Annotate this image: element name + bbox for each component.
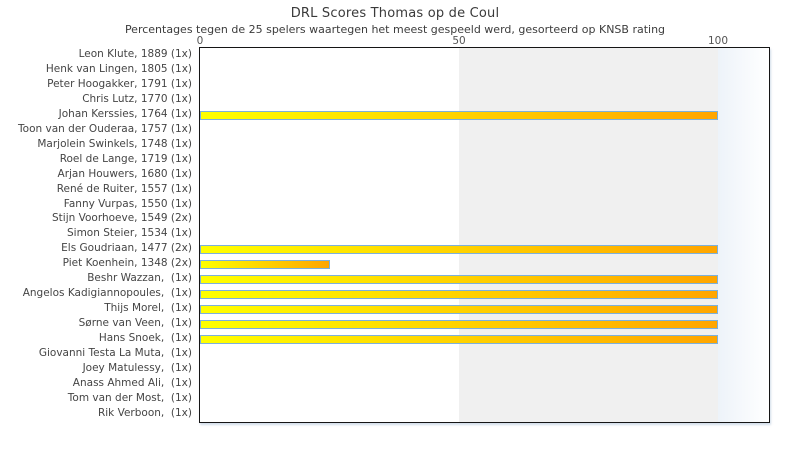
category-row [200,377,769,392]
category-row [200,347,769,362]
category-label: Peter Hoogakker, 1791 (1x) [47,77,192,90]
category-label: Fanny Vurpas, 1550 (1x) [63,197,192,210]
category-row [200,212,769,227]
category-row [200,407,769,422]
category-label: Marjolein Swinkels, 1748 (1x) [37,137,192,150]
x-axis: 0 50 100 [196,35,769,47]
x-axis-tick-label: 100 [707,35,729,47]
category-row [200,257,769,272]
category-label: Joey Matulessy, (1x) [82,362,192,375]
category-row [200,168,769,183]
category-row [200,78,769,93]
category-label: Leon Klute, 1889 (1x) [78,48,192,60]
bar[interactable] [200,335,719,345]
category-label: René de Ruiter, 1557 (1x) [56,182,192,195]
category-row [200,123,769,138]
category-label: Johan Kerssies, 1764 (1x) [58,107,192,120]
right-fade-region [718,48,769,422]
category-label: Simon Steier, 1534 (1x) [67,227,192,240]
category-label: Stijn Voorhoeve, 1549 (2x) [52,212,192,225]
category-label: Beshr Wazzan, (1x) [87,272,192,285]
category-row [200,317,769,332]
category-label: Tom van der Most, (1x) [67,391,192,404]
x-axis-tick-label: 0 [196,35,204,47]
category-row [200,272,769,287]
category-label: Hans Snoek, (1x) [98,332,192,345]
category-row [200,362,769,377]
category-label: Henk van Lingen, 1805 (1x) [45,62,192,75]
chart-subtitle: Percentages tegen de 25 spelers waartege… [124,23,666,36]
bar[interactable] [200,245,719,255]
category-row [200,242,769,257]
category-label: Chris Lutz, 1770 (1x) [82,92,192,105]
category-row [200,93,769,108]
category-label: Sørne van Veen, (1x) [78,317,192,330]
chart-title: DRL Scores Thomas op de Coul [290,6,500,21]
category-row [200,108,769,123]
category-row [200,183,769,198]
category-row [200,63,769,78]
category-row [200,138,769,153]
category-label: Roel de Lange, 1719 (1x) [59,152,192,165]
category-row [200,392,769,407]
alternate-grid-band [459,48,718,422]
category-row [200,332,769,347]
category-label: Anass Ahmed Ali, (1x) [72,376,192,389]
bars-layer [200,48,769,422]
category-row [200,227,769,242]
x-axis-tick-label: 50 [452,35,466,47]
category-label: Toon van der Ouderaa, 1757 (1x) [18,122,192,135]
category-label: Arjan Houwers, 1680 (1x) [57,167,192,180]
bar[interactable] [200,290,719,300]
bar[interactable] [200,305,719,315]
category-row [200,48,769,63]
plot-area [199,47,770,423]
y-axis-category-labels: Leon Klute, 1889 (1x) Henk van Lingen, 18… [0,47,192,423]
category-row [200,198,769,213]
category-label: Rik Verboon, (1x) [97,406,192,419]
category-label: Els Goudriaan, 1477 (2x) [61,242,192,255]
category-label: Angelos Kadigiannopoules, (1x) [22,287,192,300]
category-row [200,287,769,302]
bar[interactable] [200,320,719,330]
bar[interactable] [200,110,719,120]
bar[interactable] [200,260,330,270]
bar[interactable] [200,275,719,285]
category-row [200,153,769,168]
category-row [200,302,769,317]
category-label: Piet Koenhein, 1348 (2x) [62,257,192,270]
category-label: Giovanni Testa La Muta, (1x) [38,347,192,360]
category-label: Thijs Morel, (1x) [104,302,192,315]
